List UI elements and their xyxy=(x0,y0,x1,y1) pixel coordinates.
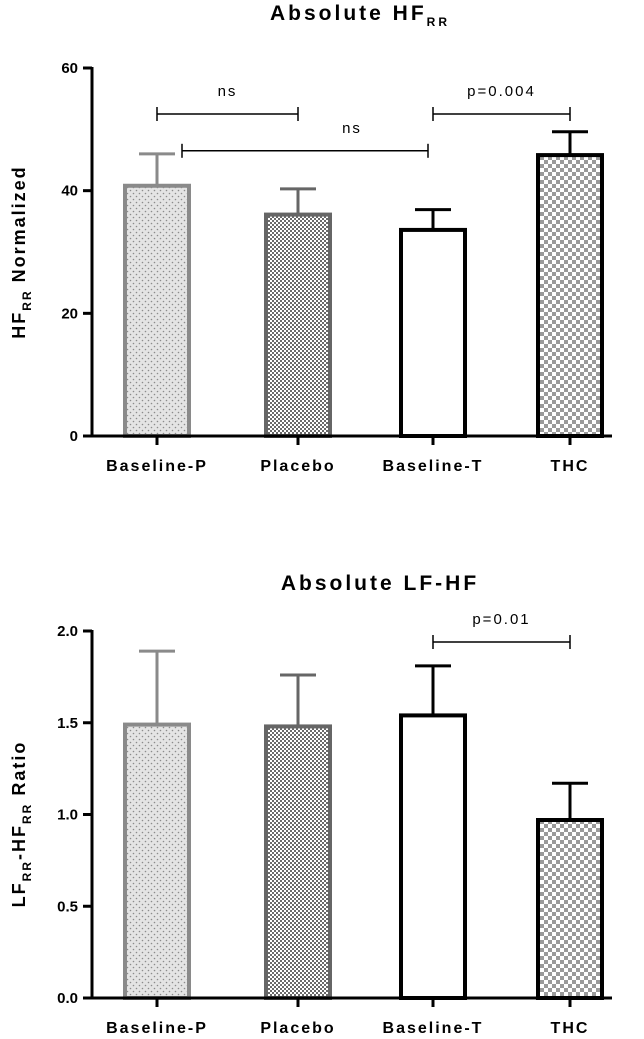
x-tick-label: Baseline-T xyxy=(383,458,484,475)
error-bar-baseline-p xyxy=(139,649,175,725)
error-bar-baseline-t xyxy=(415,208,451,230)
bar-placebo xyxy=(264,212,332,438)
error-bar-placebo xyxy=(280,187,316,215)
y-tick-label: 1.5 xyxy=(57,715,78,732)
x-tick-label: Baseline-T xyxy=(383,1020,484,1037)
x-tick-label: Baseline-P xyxy=(106,1020,208,1037)
significance-bracket: ns xyxy=(156,83,299,121)
error-bar-thc xyxy=(552,781,588,821)
x-tick-label: Placebo xyxy=(260,1020,335,1037)
bar-thc xyxy=(536,153,604,439)
significance-label: p=0.01 xyxy=(472,611,530,628)
significance-label: p=0.004 xyxy=(467,83,536,100)
y-tick-label: 0.5 xyxy=(57,898,78,915)
y-tick-label: 1.0 xyxy=(57,807,78,824)
bar-placebo xyxy=(264,724,332,1000)
y-tick-label: 0 xyxy=(70,428,78,445)
x-tick-label: THC xyxy=(551,1020,590,1037)
error-bar-thc xyxy=(552,130,588,156)
significance-label: ns xyxy=(218,83,238,100)
x-tick-label: Baseline-P xyxy=(106,458,208,475)
bar-thc xyxy=(536,818,604,1000)
x-tick-label: Placebo xyxy=(260,458,335,475)
significance-bracket: p=0.004 xyxy=(432,83,571,121)
y-tick-label: 40 xyxy=(61,183,78,200)
chart-lfhf-ylabel: LFRR-HFRR Ratio xyxy=(9,741,34,908)
bar-baseline-p xyxy=(123,183,191,438)
error-bar-placebo xyxy=(280,673,316,727)
bar-baseline-t xyxy=(399,227,467,438)
chart-hf-ylabel: HFRR Normalized xyxy=(9,165,34,338)
chart-lfhf-title: Absolute LF-HF xyxy=(281,572,479,595)
error-bar-baseline-t xyxy=(415,664,451,716)
y-tick-label: 20 xyxy=(61,305,78,322)
chart-hf: Absolute HFRR HFRR Normalized 0 20 40 60 Bas… xyxy=(9,2,612,475)
y-tick-label: 60 xyxy=(61,60,78,77)
significance-label: ns xyxy=(342,120,362,137)
bar-baseline-t xyxy=(399,713,467,1000)
chart-hf-title: Absolute HFRR xyxy=(270,2,450,29)
y-tick-label: 0.0 xyxy=(57,990,78,1007)
error-bar-baseline-p xyxy=(139,152,175,186)
y-tick-label: 2.0 xyxy=(57,623,78,640)
chart-lfhf: Absolute LF-HF LFRR-HFRR Ratio 0.0 0.5 1.0… xyxy=(9,572,612,1037)
significance-bracket: p=0.01 xyxy=(432,611,571,650)
significance-bracket: ns xyxy=(181,120,429,158)
x-tick-label: THC xyxy=(551,458,590,475)
bar-baseline-p xyxy=(123,722,191,1001)
